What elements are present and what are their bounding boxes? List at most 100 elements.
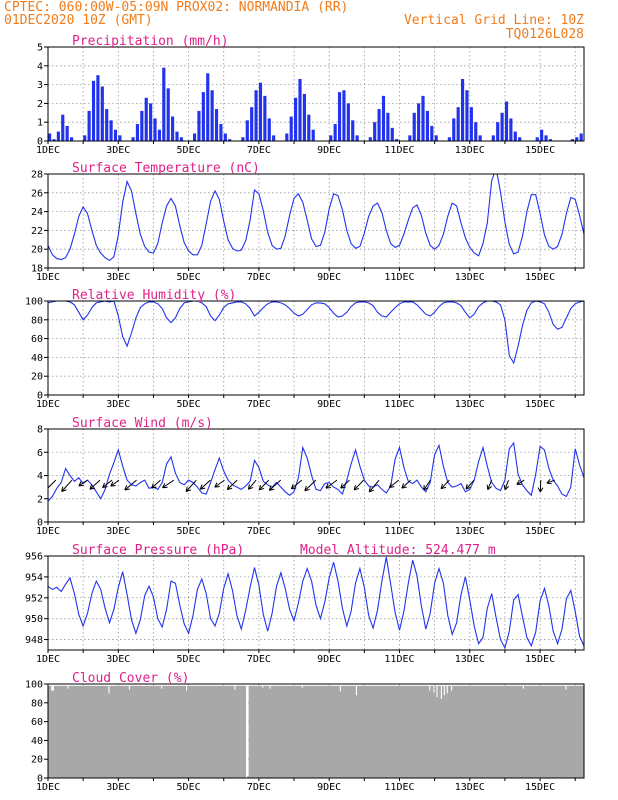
- cloud-bar: [112, 685, 115, 778]
- cloud-bar: [541, 685, 544, 778]
- cloud-bar: [143, 685, 146, 778]
- precip-bar: [65, 125, 69, 141]
- cloud-bar: [376, 685, 378, 778]
- cloud-bar: [294, 685, 296, 778]
- cloud-bar: [266, 685, 269, 778]
- cloud-bar: [166, 685, 169, 778]
- cloud-bar: [89, 685, 91, 778]
- cloud-bar: [153, 685, 156, 778]
- cloud-bar: [130, 685, 132, 778]
- cloud-bar: [154, 685, 157, 778]
- cloud-bar: [302, 685, 305, 778]
- cloud-bar: [149, 685, 151, 778]
- cloud-bar: [216, 685, 219, 778]
- cloud-bar: [559, 685, 561, 778]
- cloud-bar: [548, 685, 551, 778]
- y-tick-label: 6: [37, 448, 43, 459]
- cloud-bar: [408, 685, 411, 778]
- cloud-bar: [452, 685, 455, 778]
- panel-3: 0 20 40 60 80 100 1DEC 3DEC 5DEC 7DEC 9DEC 11DEC 13D…: [25, 288, 585, 410]
- cloud-bar: [469, 685, 472, 778]
- precip-bar: [548, 139, 553, 141]
- precip-bar: [258, 82, 263, 141]
- cloud-bar: [392, 685, 394, 778]
- cloud-bar: [203, 685, 206, 778]
- x-tick-label: 3DEC: [106, 145, 130, 156]
- precip-bar: [615, 135, 618, 141]
- x-tick-label: 7DEC: [247, 399, 271, 410]
- grid-line-note: Vertical Grid Line: 10Z: [404, 13, 584, 28]
- precip-bar: [509, 118, 513, 141]
- y-tick-label: 28: [31, 170, 43, 181]
- x-tick-label: 11DEC: [384, 782, 414, 793]
- precip-bar: [153, 118, 157, 141]
- cloud-bar: [150, 685, 153, 778]
- plot-area: [48, 556, 584, 650]
- precip-bar: [478, 135, 482, 141]
- cloud-bar: [241, 685, 244, 778]
- precip-bar: [267, 118, 271, 141]
- cloud-bar: [140, 685, 143, 778]
- cloud-bar: [270, 685, 273, 778]
- cloud-bar: [198, 685, 201, 778]
- cloud-bar: [307, 685, 310, 778]
- cloud-bar: [560, 685, 563, 778]
- cloud-bar: [342, 685, 345, 778]
- cloud-bar: [304, 685, 307, 778]
- cloud-bar: [477, 685, 479, 778]
- cloud-bar: [80, 685, 83, 778]
- x-tick-label: 5DEC: [177, 399, 201, 410]
- cloud-bar: [52, 690, 55, 778]
- cloud-bar: [103, 685, 106, 778]
- cloud-bar: [554, 685, 557, 778]
- cloud-bar: [131, 685, 134, 778]
- cloud-bar: [279, 685, 282, 778]
- cloud-bar: [474, 685, 476, 778]
- y-tick-label: 80: [31, 698, 43, 709]
- cloud-bar: [428, 690, 431, 778]
- cloud-bar: [383, 685, 386, 778]
- cloud-bar: [390, 685, 393, 778]
- cloud-bar: [194, 685, 197, 778]
- cloud-bar: [406, 685, 409, 778]
- x-tick-label: 13DEC: [455, 526, 485, 537]
- cloud-bar: [157, 685, 160, 778]
- x-tick-label: 9DEC: [317, 782, 341, 793]
- y-tick-label: 0: [37, 391, 43, 402]
- cloud-bar: [393, 685, 396, 778]
- cloud-bar: [115, 685, 118, 778]
- cloud-bar: [513, 685, 516, 778]
- cloud-bar: [91, 685, 94, 778]
- precip-bar: [540, 129, 544, 141]
- wind-arrow: [401, 479, 412, 489]
- precip-bar: [417, 103, 421, 141]
- cloud-bar: [48, 685, 50, 778]
- precip-bar: [254, 90, 258, 141]
- cloud-bar: [106, 685, 109, 778]
- wind-arrow: [110, 479, 120, 487]
- cloud-bar: [576, 685, 579, 778]
- cloud-bar: [459, 685, 462, 778]
- cloud-bar: [261, 687, 264, 778]
- cloud-bar: [535, 685, 538, 778]
- cloud-bar: [251, 685, 254, 778]
- y-tick-label: 2: [37, 99, 43, 110]
- cloud-bar: [556, 685, 558, 778]
- cloud-bar: [553, 685, 556, 778]
- x-tick-label: 11DEC: [384, 399, 414, 410]
- cloud-bar: [67, 688, 69, 778]
- precip-bar: [250, 107, 254, 141]
- cloud-bar: [357, 685, 359, 778]
- wind-arrow: [290, 479, 303, 490]
- cloud-bar: [207, 685, 210, 778]
- precip-bar: [346, 103, 350, 141]
- precip-bar: [460, 78, 465, 141]
- wind-arrow: [199, 479, 211, 490]
- cloud-bar: [248, 685, 251, 778]
- cloud-bar: [550, 685, 553, 778]
- cloud-bar: [494, 685, 497, 778]
- cloud-bar: [110, 685, 113, 778]
- cloud-bar: [430, 685, 433, 778]
- cloud-bar: [68, 685, 71, 778]
- cloud-bar: [563, 685, 566, 778]
